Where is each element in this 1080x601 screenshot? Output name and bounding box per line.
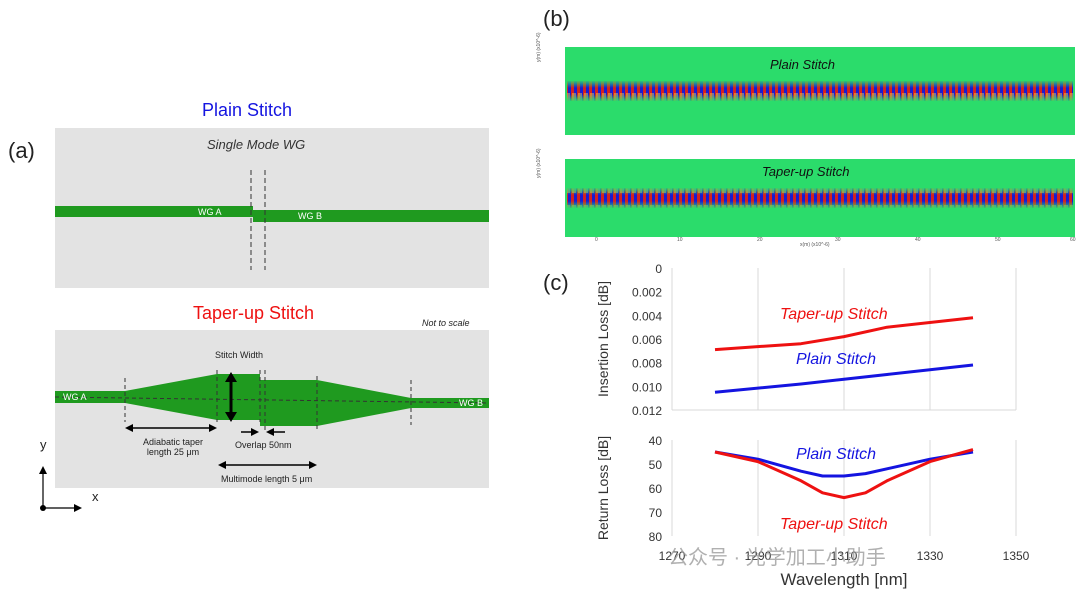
il-y-tick: 0.010 bbox=[632, 380, 662, 394]
x-tick: 1330 bbox=[917, 549, 944, 563]
plain-stitch-waveguides bbox=[55, 170, 489, 270]
il-y-tick: 0.004 bbox=[632, 309, 662, 323]
wg-a-label-taper: WG A bbox=[63, 392, 87, 402]
watermark: 公众号 · 光学加工小助手 bbox=[668, 547, 886, 569]
panel-label-c: (c) bbox=[543, 270, 569, 295]
plain-stitch-title: Plain Stitch bbox=[202, 100, 293, 120]
taper-sim-y-axis-label: y(m) (x10^-6) bbox=[536, 148, 542, 178]
loss-charts: 0 0.002 0.004 0.006 0.008 0.010 0.012 40 50 60 70… bbox=[595, 262, 1030, 589]
axis-y-label: y bbox=[40, 437, 47, 452]
rl-plain-annotation: Plain Stitch bbox=[796, 446, 876, 463]
il-y-tick: 0 bbox=[655, 262, 662, 276]
overlap-label: Overlap 50nm bbox=[235, 440, 292, 450]
rl-series-plain-stitch bbox=[714, 450, 974, 478]
il-y-axis-label: Insertion Loss [dB] bbox=[595, 281, 611, 397]
adiabatic-taper-label: Adiabatic taper length 25 μm bbox=[142, 437, 204, 457]
rl-taper-annotation: Taper-up Stitch bbox=[780, 516, 888, 533]
x-axis-label: Wavelength [nm] bbox=[781, 570, 908, 589]
sim-x-ticks: 0 10 20 30 40 50 60 bbox=[565, 237, 1076, 245]
il-gridlines bbox=[671, 268, 1017, 411]
taper-field-plot bbox=[567, 188, 1073, 208]
x-tick: 20 bbox=[757, 237, 763, 243]
x-tick: 40 bbox=[915, 237, 921, 243]
rl-gridlines bbox=[671, 440, 1017, 536]
wg-a-plain bbox=[55, 206, 253, 217]
plain-stitch-simulation: Plain Stitch bbox=[565, 47, 1075, 135]
x-tick: 0 bbox=[595, 237, 598, 243]
x-tick: 50 bbox=[995, 237, 1001, 243]
not-to-scale-note: Not to scale bbox=[422, 318, 470, 328]
taper-stitch-diagram: Stitch Width WG A WG B Adiabatic taper l… bbox=[55, 330, 489, 488]
center-axis-line bbox=[55, 396, 489, 404]
rl-y-axis-label: Return Loss [dB] bbox=[595, 436, 611, 540]
x-tick: 1290 bbox=[745, 549, 772, 563]
x-tick: 10 bbox=[677, 237, 683, 243]
rl-y-tick: 70 bbox=[649, 506, 663, 520]
x-tick: 60 bbox=[1070, 237, 1076, 243]
multimode-length-label: Multimode length 5 μm bbox=[221, 474, 313, 484]
plain-sim-y-axis-label: y(m) (x10^-6) bbox=[536, 32, 542, 62]
x-tick: 1310 bbox=[831, 549, 858, 563]
plain-stitch-diagram: Single Mode WG WG A WG B bbox=[55, 128, 489, 288]
rl-series-taper-up-stitch bbox=[714, 448, 974, 500]
axis-x-label: x bbox=[92, 489, 99, 504]
il-y-tick: 0.002 bbox=[632, 286, 662, 300]
rl-y-tick: 60 bbox=[649, 482, 663, 496]
il-taper-annotation: Taper-up Stitch bbox=[780, 306, 888, 323]
il-y-tick: 0.012 bbox=[632, 404, 662, 418]
wg-a-label-plain: WG A bbox=[198, 207, 222, 217]
x-tick: 30 bbox=[835, 237, 841, 243]
single-mode-label: Single Mode WG bbox=[207, 137, 306, 152]
wg-a-taper bbox=[55, 374, 260, 420]
il-y-tick: 0.006 bbox=[632, 333, 662, 347]
plain-sim-label: Plain Stitch bbox=[770, 57, 836, 72]
il-series-taper-up-stitch bbox=[714, 316, 974, 352]
x-tick: 1350 bbox=[1003, 549, 1030, 563]
xy-axis-indicator bbox=[39, 466, 82, 512]
il-plain-annotation: Plain Stitch bbox=[796, 351, 876, 368]
x-tick: 1270 bbox=[659, 549, 686, 563]
rl-y-tick: 40 bbox=[649, 434, 663, 448]
taper-sim-label: Taper-up Stitch bbox=[762, 164, 850, 179]
panel-label-a: (a) bbox=[8, 138, 35, 163]
rl-y-tick: 50 bbox=[649, 458, 663, 472]
stitch-width-label: Stitch Width bbox=[215, 350, 264, 360]
il-y-tick: 0.008 bbox=[632, 357, 662, 371]
rl-y-tick: 80 bbox=[649, 530, 663, 544]
panel-label-b: (b) bbox=[543, 6, 570, 31]
wg-b-label-plain: WG B bbox=[298, 211, 322, 221]
il-series-plain-stitch bbox=[714, 363, 974, 394]
taper-stitch-title: Taper-up Stitch bbox=[193, 303, 315, 323]
wg-b-plain bbox=[253, 210, 489, 222]
taper-stitch-waveguides bbox=[55, 370, 489, 469]
wg-b-label-taper: WG B bbox=[459, 398, 483, 408]
sim-x-axis-label: x(m) (x10^-6) bbox=[800, 242, 830, 248]
taper-stitch-simulation: Taper-up Stitch bbox=[565, 159, 1075, 237]
plain-field-plot bbox=[567, 81, 1073, 101]
